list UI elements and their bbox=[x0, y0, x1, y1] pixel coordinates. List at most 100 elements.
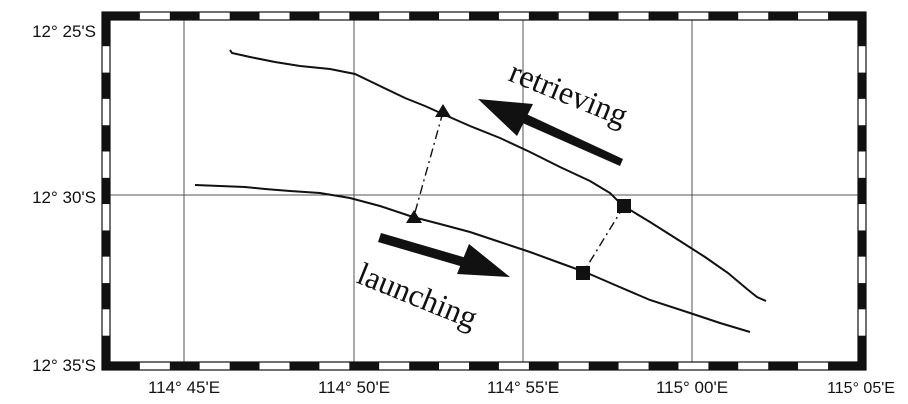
frame-segment bbox=[319, 362, 350, 370]
frame-segment bbox=[858, 20, 866, 47]
frame-segment bbox=[618, 362, 649, 370]
launching-arrow-head bbox=[457, 244, 510, 277]
frame-segment bbox=[828, 362, 858, 370]
retrieving-arrow-head bbox=[478, 99, 533, 136]
frame-inner-outline bbox=[109, 19, 859, 363]
frame-segment bbox=[139, 362, 170, 370]
connector-triangles bbox=[413, 111, 444, 217]
frame-segment bbox=[858, 125, 866, 152]
lon-label-114-45: 114° 45'E bbox=[148, 378, 220, 397]
frame-segment bbox=[102, 335, 110, 362]
frame-corner bbox=[102, 362, 110, 370]
frame-segment bbox=[102, 230, 110, 257]
frame-segment bbox=[169, 12, 200, 20]
transect-connectors bbox=[413, 111, 625, 274]
frame-segment bbox=[858, 204, 866, 231]
retrieving-track-line bbox=[229, 49, 767, 302]
frame-segment bbox=[229, 362, 260, 370]
frame-corner bbox=[858, 12, 866, 20]
retrieving-arrow-shaft bbox=[518, 112, 623, 166]
frame-segment bbox=[102, 204, 110, 231]
lon-label-114-55: 114° 55'E bbox=[487, 378, 559, 397]
frame-segment bbox=[199, 12, 230, 20]
frame-segment bbox=[858, 335, 866, 362]
square-marker-launching bbox=[576, 266, 590, 280]
frame-segment bbox=[528, 362, 559, 370]
frame-corner bbox=[102, 12, 110, 20]
frame-segment bbox=[409, 362, 440, 370]
frame-segment bbox=[738, 362, 769, 370]
frame-segment bbox=[102, 20, 110, 47]
frame-segment bbox=[102, 46, 110, 73]
frame-segment bbox=[169, 362, 200, 370]
lat-label-12-30: 12° 30'S bbox=[32, 188, 96, 207]
frame-segment bbox=[858, 72, 866, 99]
frame-segment bbox=[798, 362, 829, 370]
frame-segment bbox=[678, 362, 709, 370]
lon-label-115-05: 115° 05'E bbox=[827, 380, 895, 397]
frame-segment bbox=[319, 12, 350, 20]
frame-segment bbox=[439, 12, 470, 20]
frame-corner bbox=[858, 362, 866, 370]
frame-segment bbox=[678, 12, 709, 20]
lat-label-12-25: 12° 25'S bbox=[32, 22, 96, 41]
frame-segment bbox=[469, 362, 499, 370]
frame-segment bbox=[588, 12, 619, 20]
connector-squares bbox=[582, 205, 625, 274]
lat-label-12-35: 12° 35'S bbox=[32, 356, 96, 375]
frame-segment bbox=[102, 256, 110, 284]
launching-track-line bbox=[194, 184, 751, 333]
frame-segment bbox=[858, 177, 866, 205]
retrieving-direction-arrow bbox=[478, 99, 623, 166]
frame-segment bbox=[289, 362, 320, 370]
triangle-marker-retrieving bbox=[435, 104, 451, 117]
frame-segment bbox=[439, 362, 470, 370]
frame-segment bbox=[110, 362, 140, 370]
frame-segment bbox=[102, 72, 110, 99]
square-marker-retrieving bbox=[617, 199, 631, 213]
frame-segment bbox=[828, 12, 858, 20]
frame-segment bbox=[102, 151, 110, 178]
graticule-grid bbox=[110, 20, 858, 362]
frame-segment bbox=[498, 12, 529, 20]
launching-arrow-shaft bbox=[378, 233, 470, 268]
frame-segment bbox=[768, 12, 799, 20]
frame-segment bbox=[110, 12, 140, 20]
frame-segment bbox=[708, 12, 739, 20]
frame-segment bbox=[379, 12, 410, 20]
map-frame-border bbox=[101, 11, 867, 371]
frame-segment bbox=[259, 12, 290, 20]
frame-segment bbox=[558, 362, 589, 370]
frame-segment bbox=[349, 12, 380, 20]
frame-segment bbox=[858, 46, 866, 73]
frame-segment bbox=[349, 362, 380, 370]
frame-segment bbox=[738, 12, 769, 20]
frame-segment bbox=[588, 362, 619, 370]
frame-segment bbox=[798, 12, 829, 20]
frame-segment bbox=[289, 12, 320, 20]
frame-segment bbox=[708, 362, 739, 370]
frame-segment bbox=[858, 283, 866, 310]
frame-outer-outline bbox=[101, 11, 867, 371]
lon-label-115-00: 115° 00'E bbox=[656, 378, 728, 397]
frame-segment bbox=[409, 12, 440, 20]
frame-segment bbox=[858, 151, 866, 178]
frame-segment bbox=[528, 12, 559, 20]
lon-label-114-50: 114° 50'E bbox=[318, 378, 390, 397]
frame-segment bbox=[259, 362, 290, 370]
frame-segment bbox=[102, 98, 110, 126]
frame-segment bbox=[858, 98, 866, 126]
frame-segment bbox=[648, 12, 679, 20]
frame-segment bbox=[498, 362, 529, 370]
frame-segment bbox=[102, 177, 110, 205]
frame-segment bbox=[379, 362, 410, 370]
frame-segment bbox=[139, 12, 170, 20]
frame-segment bbox=[858, 230, 866, 257]
frame-segment bbox=[469, 12, 499, 20]
frame-segment bbox=[229, 12, 260, 20]
frame-segment bbox=[199, 362, 230, 370]
triangle-marker-launching bbox=[406, 210, 422, 223]
frame-segment bbox=[768, 362, 799, 370]
frame-segment bbox=[102, 283, 110, 310]
